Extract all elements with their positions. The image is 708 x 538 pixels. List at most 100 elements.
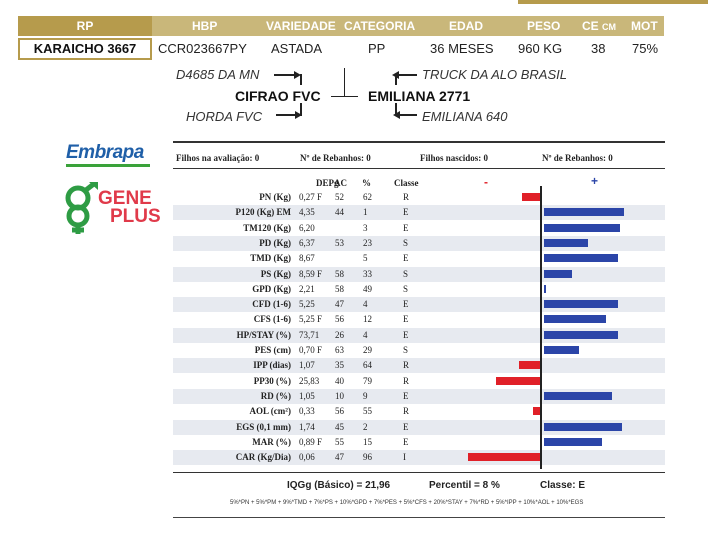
trait-pct: 4 bbox=[363, 329, 368, 340]
trait-dep: 0,27 F bbox=[299, 192, 323, 202]
pedigree-center-line bbox=[344, 68, 345, 97]
trait-dep: 0,70 F bbox=[299, 345, 323, 355]
pedigree-center-line bbox=[331, 96, 358, 97]
trait-bar bbox=[544, 284, 547, 293]
trait-ac: 52 bbox=[335, 192, 344, 202]
trait-classe: E bbox=[403, 329, 409, 340]
trait-bar bbox=[544, 437, 603, 446]
trait-pct: 55 bbox=[363, 406, 372, 417]
trait-classe: S bbox=[403, 268, 409, 279]
trait-ac: 45 bbox=[335, 421, 344, 432]
trait-bar bbox=[544, 391, 612, 400]
trait-row: CAR (Kg/Dia) 0,06 47 96 I bbox=[173, 450, 665, 466]
trait-pct: 9 bbox=[363, 390, 368, 401]
col-header-plus: + bbox=[591, 174, 599, 188]
pedigree-connector bbox=[274, 74, 294, 76]
geneplus-logo-line2: PLUS bbox=[110, 206, 161, 227]
col-header-dep: DEPg bbox=[316, 178, 339, 188]
trait-row: TM120 (Kg) 6,20 3 E bbox=[173, 221, 665, 236]
header-mot: MOT bbox=[631, 19, 658, 33]
footer-percentil: Percentil = 8 % bbox=[429, 480, 500, 491]
trait-row: PD (Kg) 6,37 53 23 S bbox=[173, 235, 665, 251]
geneplus-logo-text: GENE PLUS bbox=[98, 189, 161, 227]
trait-bar bbox=[544, 315, 607, 324]
animal-row: KARAICHO 3667 CCR023667PY ASTADA PP 36 M… bbox=[0, 38, 708, 60]
trait-name: EGS (0,1 mm) bbox=[236, 421, 291, 432]
pedigree-connector bbox=[395, 114, 417, 116]
pedigree-sire-sire: D4685 DA MN bbox=[176, 67, 260, 82]
trait-dep: 1,05 bbox=[299, 390, 315, 401]
embrapa-logo: Embrapa bbox=[66, 142, 144, 163]
embrapa-logo-underline bbox=[66, 164, 150, 167]
trait-classe: S bbox=[403, 283, 409, 294]
animal-hbp: CCR023667PY bbox=[158, 41, 247, 56]
trait-classe: E bbox=[403, 390, 409, 401]
trait-classe: R bbox=[403, 375, 410, 386]
trait-classe: R bbox=[403, 192, 410, 202]
pedigree-connector bbox=[300, 103, 302, 115]
pedigree-sire: CIFRAO FVC bbox=[235, 88, 321, 104]
trait-dep: 0,06 bbox=[299, 452, 315, 463]
arrow-left-icon bbox=[392, 71, 399, 79]
trait-bar bbox=[544, 330, 619, 339]
animal-categoria: PP bbox=[368, 41, 386, 56]
pedigree-connector bbox=[395, 74, 397, 85]
trait-row: MAR (%) 0,89 F 55 15 E bbox=[173, 435, 665, 450]
footer-formula: 5%*PN + 5%*PM + 9%*TMD + 7%*PS + 10%*GPD… bbox=[230, 500, 584, 506]
trait-row: HP/STAY (%) 73,71 26 4 E bbox=[173, 327, 665, 343]
trait-name: PD (Kg) bbox=[259, 237, 291, 248]
trait-classe: S bbox=[403, 345, 409, 355]
pedigree-connector bbox=[395, 74, 417, 76]
trait-dep: 73,71 bbox=[299, 329, 320, 340]
trait-bar bbox=[544, 422, 623, 431]
trait-name: RD (%) bbox=[260, 390, 291, 401]
trait-pct: 1 bbox=[363, 207, 368, 218]
col-header-minus: - bbox=[484, 175, 488, 189]
summary-filhos-avaliacao: Filhos na avaliação: 0 bbox=[176, 153, 260, 163]
header-hbp: HBP bbox=[192, 19, 218, 33]
trait-ac: 35 bbox=[335, 360, 344, 371]
col-header-pct: % bbox=[362, 178, 371, 188]
trait-pct: 2 bbox=[363, 421, 368, 432]
trait-bar bbox=[533, 407, 541, 416]
trait-ac: 40 bbox=[335, 375, 344, 386]
trait-dep: 6,20 bbox=[299, 222, 315, 233]
trait-bar bbox=[544, 269, 572, 278]
trait-ac: 53 bbox=[335, 237, 344, 248]
trait-ac: 47 bbox=[335, 299, 344, 310]
trait-classe: R bbox=[403, 406, 410, 417]
pedigree-dam-sire: TRUCK DA ALO BRASIL bbox=[422, 67, 567, 82]
top-accent-bar bbox=[518, 0, 708, 4]
trait-bar bbox=[544, 223, 620, 232]
summary-rule bbox=[173, 168, 665, 169]
footer-rule bbox=[173, 472, 665, 473]
col-header-classe: Classe bbox=[394, 178, 419, 188]
trait-row: IPP (dias) 1,07 35 64 R bbox=[173, 358, 665, 374]
trait-row: GPD (Kg) 2,21 58 49 S bbox=[173, 282, 665, 297]
trait-dep: 6,37 bbox=[299, 237, 315, 248]
trait-name: P120 (Kg) EM bbox=[235, 207, 292, 218]
trait-row: EGS (0,1 mm) 1,74 45 2 E bbox=[173, 419, 665, 435]
trait-name: AOL (cm²) bbox=[249, 406, 291, 417]
trait-bar bbox=[544, 238, 588, 247]
header-ce: CE CM bbox=[582, 16, 616, 37]
geneplus-logo-icon bbox=[65, 182, 98, 234]
trait-classe: E bbox=[403, 436, 409, 447]
trait-ac: 58 bbox=[335, 283, 344, 294]
animal-ce: 38 bbox=[591, 41, 606, 56]
trait-bar bbox=[544, 300, 619, 309]
animal-rp: KARAICHO 3667 bbox=[18, 38, 152, 60]
trait-ac: 56 bbox=[335, 406, 344, 417]
trait-dep: 25,83 bbox=[299, 375, 320, 386]
arrow-left-icon bbox=[393, 111, 400, 119]
panel-top-rule bbox=[173, 141, 665, 143]
trait-dep: 2,21 bbox=[299, 283, 315, 294]
header-ce-unit: CM bbox=[602, 22, 617, 32]
trait-row: PP30 (%) 25,83 40 79 R bbox=[173, 374, 665, 389]
trait-pct: 5 bbox=[363, 253, 368, 264]
trait-row: AOL (cm²) 0,33 56 55 R bbox=[173, 404, 665, 419]
trait-pct: 64 bbox=[363, 360, 372, 371]
trait-name: PS (Kg) bbox=[260, 268, 291, 279]
animal-edad: 36 MESES bbox=[430, 41, 494, 56]
trait-ac: 56 bbox=[335, 314, 344, 325]
